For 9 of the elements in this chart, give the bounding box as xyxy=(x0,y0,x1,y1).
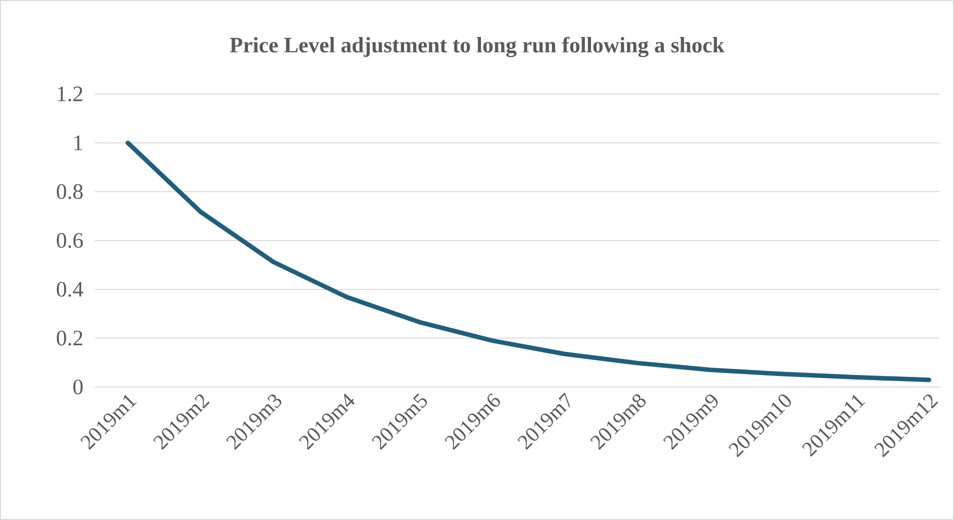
y-tick-label: 0.6 xyxy=(56,233,83,248)
y-tick-label: 0.4 xyxy=(56,282,84,297)
line-series xyxy=(126,140,932,382)
y-tick-label: 1.2 xyxy=(58,86,82,102)
y-tick-label: 0.2 xyxy=(56,330,82,346)
y-tick-label: 0 xyxy=(73,380,83,394)
y-tick-label: 1 xyxy=(74,136,82,150)
chart-title: Price Level adjustment to long run following a shock xyxy=(230,36,724,58)
y-tick-label: 0.8 xyxy=(56,184,83,200)
